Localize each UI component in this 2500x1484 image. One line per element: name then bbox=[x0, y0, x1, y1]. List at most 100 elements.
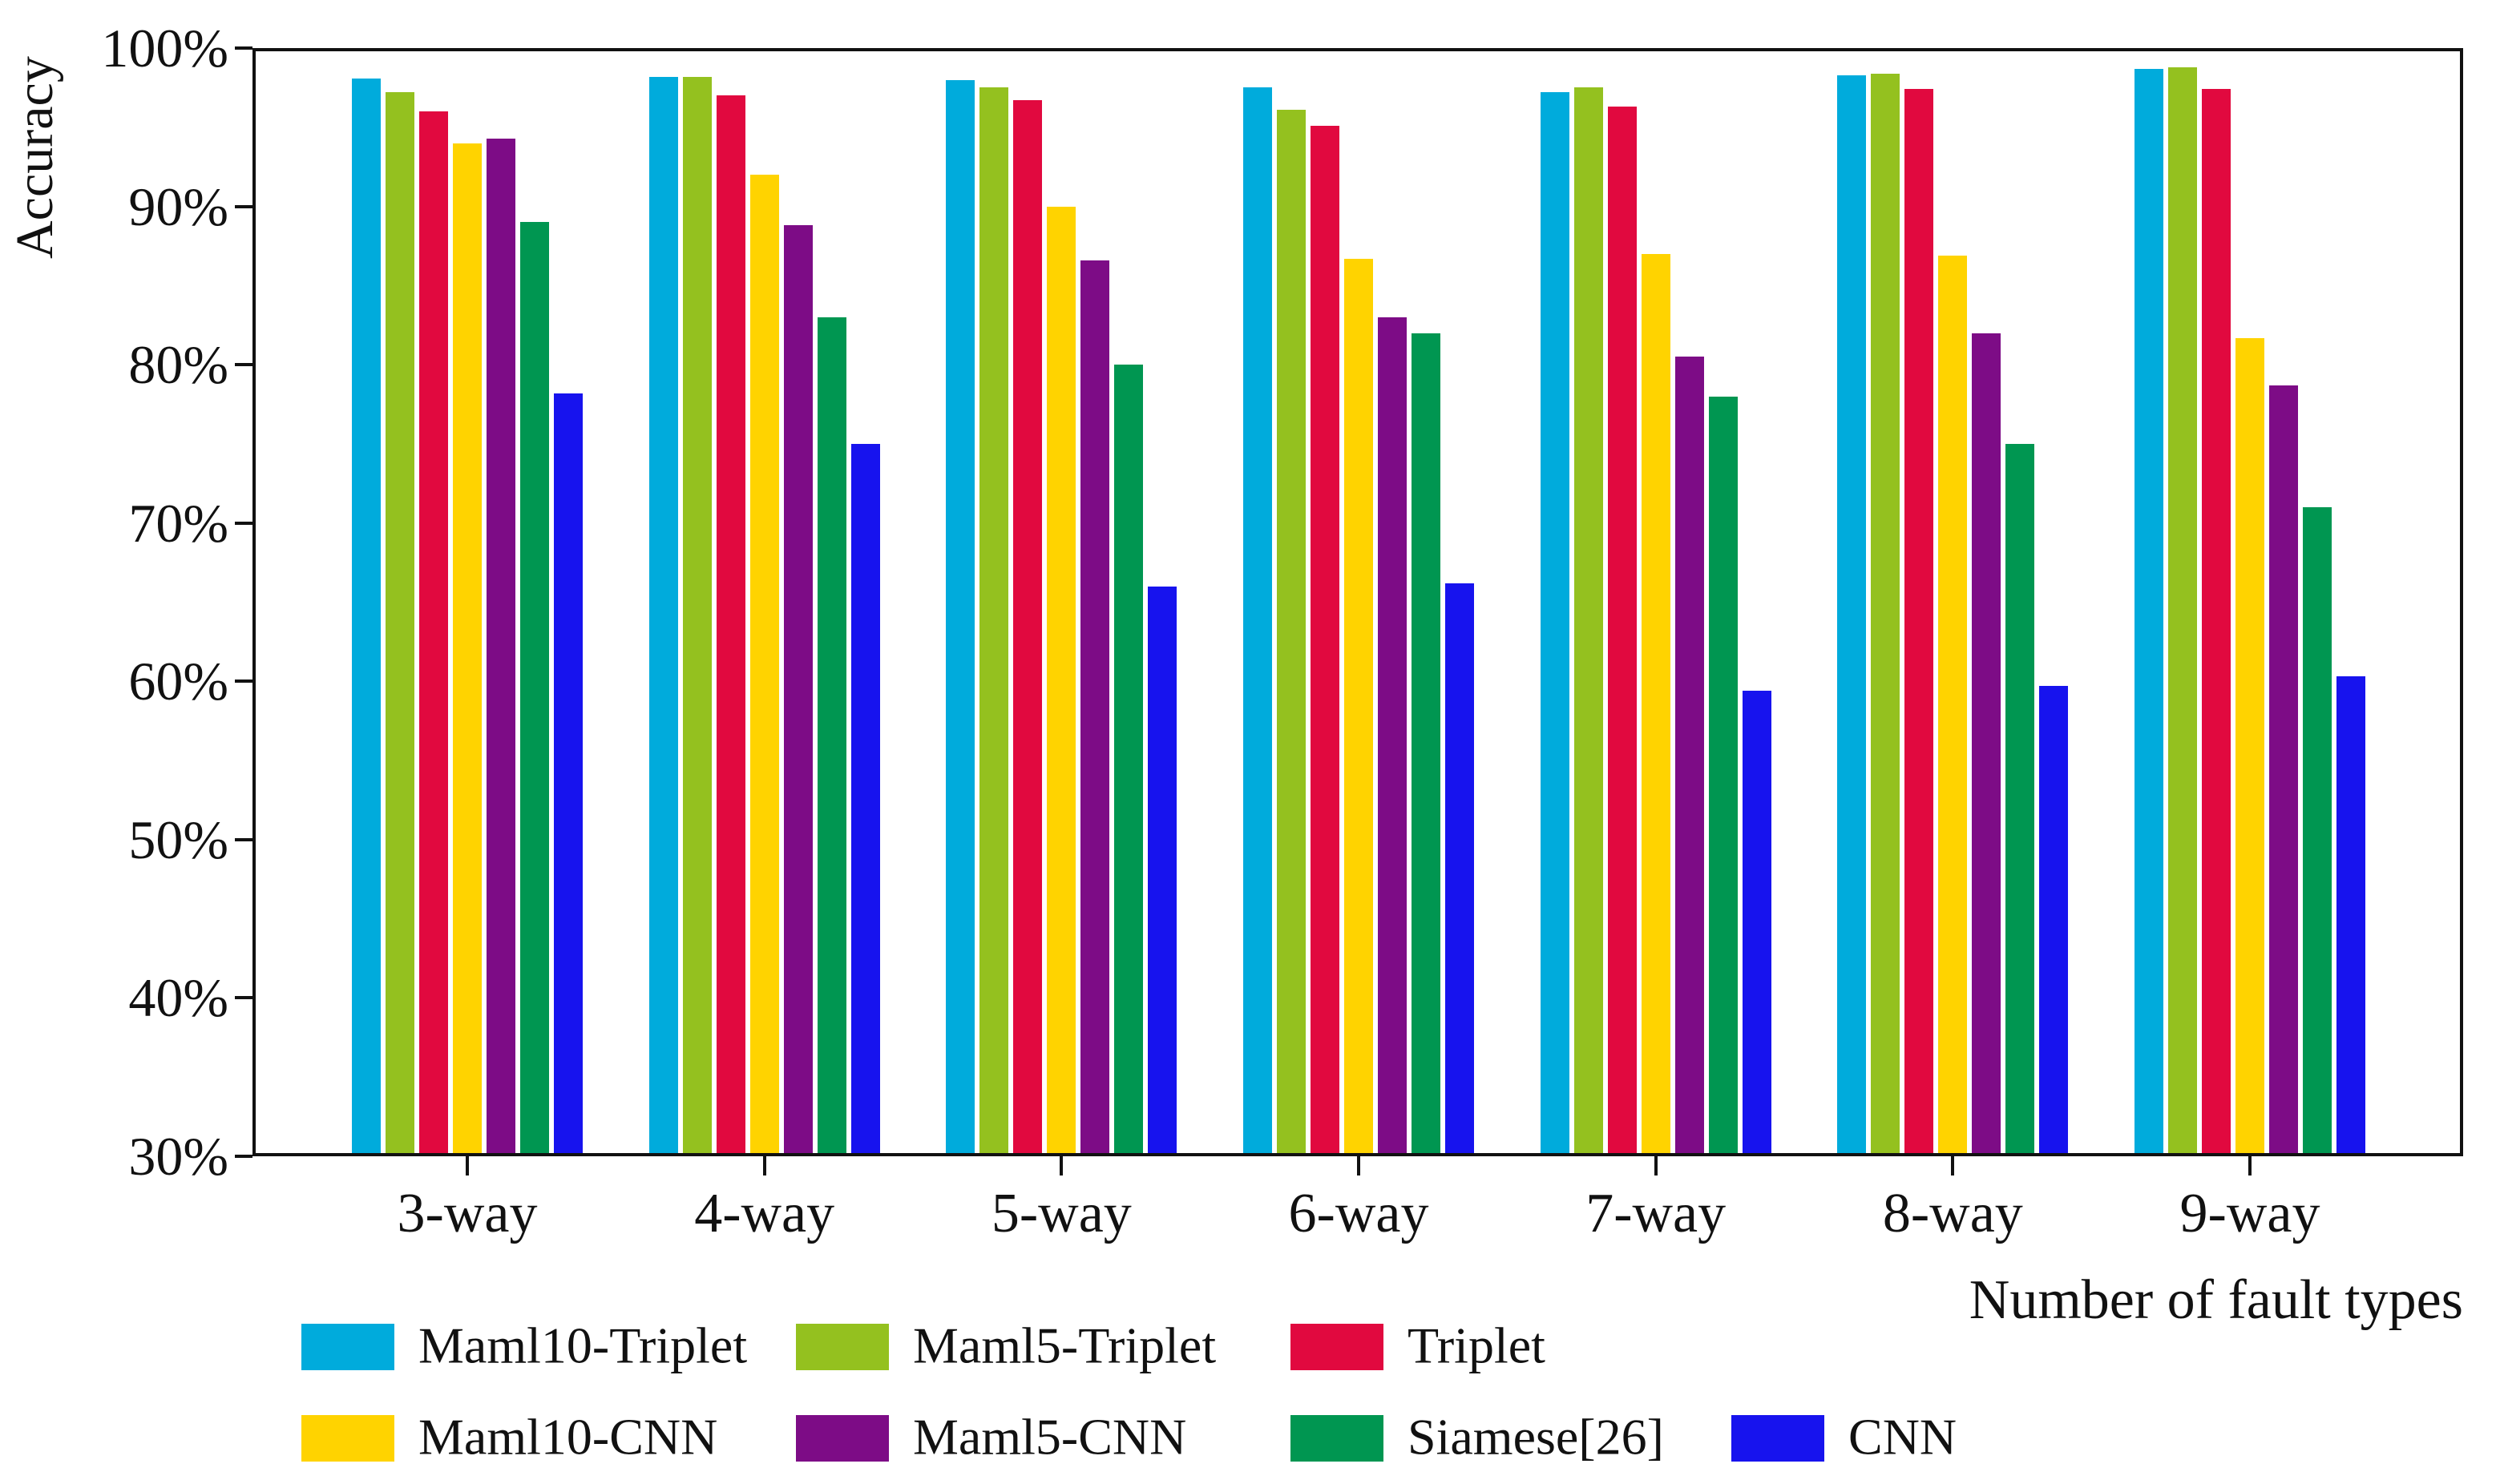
bar-maml10-triplet-6-way bbox=[1243, 87, 1272, 1153]
legend-item-maml10-triplet: Maml10-Triplet bbox=[301, 1317, 782, 1374]
bar-siamese-26--8-way bbox=[2005, 443, 2035, 1153]
y-tick-mark bbox=[235, 1155, 252, 1158]
bar-maml5-cnn-8-way bbox=[1972, 333, 2001, 1153]
y-tick-label: 80% bbox=[128, 334, 228, 396]
bar-maml10-cnn-3-way bbox=[453, 143, 482, 1153]
legend-swatch bbox=[1290, 1324, 1383, 1370]
bar-maml5-cnn-5-way bbox=[1080, 260, 1110, 1153]
x-tick-mark bbox=[466, 1156, 469, 1176]
bar-maml5-triplet-9-way bbox=[2168, 67, 2197, 1153]
bar-triplet-9-way bbox=[2202, 89, 2231, 1153]
x-tick-mark bbox=[1951, 1156, 1955, 1176]
bar-maml10-cnn-5-way bbox=[1047, 206, 1076, 1153]
bar-maml10-cnn-7-way bbox=[1641, 253, 1670, 1153]
y-tick-label: 50% bbox=[128, 809, 228, 870]
y-tick-label: 70% bbox=[128, 492, 228, 554]
legend-swatch bbox=[796, 1324, 889, 1370]
bar-maml5-cnn-7-way bbox=[1674, 357, 1704, 1153]
bar-cnn-4-way bbox=[850, 443, 880, 1153]
legend-item-cnn: CNN bbox=[1731, 1408, 2212, 1466]
bar-maml5-cnn-3-way bbox=[487, 138, 515, 1153]
bar-maml5-triplet-7-way bbox=[1573, 87, 1603, 1153]
x-tick-label-8-way: 8-way bbox=[1882, 1183, 2023, 1244]
bar-maml10-triplet-7-way bbox=[1540, 92, 1569, 1153]
legend-swatch bbox=[1731, 1415, 1824, 1462]
y-tick-label: 60% bbox=[128, 651, 228, 712]
bar-siamese-26--9-way bbox=[2303, 506, 2332, 1153]
bar-siamese-26--3-way bbox=[520, 222, 549, 1153]
legend-item-triplet: Triplet bbox=[1290, 1317, 1771, 1374]
bar-triplet-4-way bbox=[716, 95, 745, 1153]
legend-label: Maml5-Triplet bbox=[913, 1317, 1217, 1374]
x-tick-mark bbox=[1654, 1156, 1658, 1176]
bar-maml10-cnn-6-way bbox=[1344, 258, 1373, 1153]
x-tick-mark bbox=[1357, 1156, 1360, 1176]
x-tick-mark bbox=[762, 1156, 766, 1176]
bar-cnn-3-way bbox=[554, 393, 583, 1153]
bar-maml10-cnn-4-way bbox=[749, 175, 779, 1153]
y-tick-label: 40% bbox=[128, 967, 228, 1029]
x-tick-mark bbox=[1060, 1156, 1064, 1176]
legend-item-siamese-26-: Siamese[26] bbox=[1290, 1408, 1771, 1466]
bar-maml10-triplet-4-way bbox=[648, 76, 678, 1153]
x-tick-label-4-way: 4-way bbox=[694, 1183, 835, 1244]
bar-siamese-26--5-way bbox=[1114, 365, 1144, 1153]
bar-siamese-26--6-way bbox=[1412, 333, 1440, 1153]
y-tick-mark bbox=[235, 679, 252, 684]
bar-maml10-cnn-9-way bbox=[2235, 337, 2264, 1153]
bar-maml5-cnn-4-way bbox=[783, 225, 813, 1153]
legend-label: CNN bbox=[1848, 1408, 1957, 1466]
bar-triplet-6-way bbox=[1311, 125, 1339, 1153]
legend-item-maml5-triplet: Maml5-Triplet bbox=[796, 1317, 1277, 1374]
legend-label: Maml10-Triplet bbox=[418, 1317, 748, 1374]
x-tick-label-6-way: 6-way bbox=[1288, 1183, 1429, 1244]
legend-item-maml5-cnn: Maml5-CNN bbox=[796, 1408, 1277, 1466]
bar-triplet-3-way bbox=[419, 111, 448, 1153]
y-axis-title: Accuracy bbox=[6, 56, 64, 260]
x-tick-mark bbox=[2248, 1156, 2252, 1176]
y-tick-mark bbox=[235, 996, 252, 1000]
bar-cnn-9-way bbox=[2336, 676, 2365, 1153]
x-tick-label-9-way: 9-way bbox=[2179, 1183, 2320, 1244]
x-tick-label-7-way: 7-way bbox=[1585, 1183, 1727, 1244]
y-tick-mark bbox=[235, 204, 252, 208]
y-tick-label: 100% bbox=[101, 18, 228, 79]
y-tick-mark bbox=[235, 521, 252, 525]
bar-maml5-triplet-5-way bbox=[979, 87, 1009, 1153]
legend-label: Maml5-CNN bbox=[913, 1408, 1187, 1466]
bar-maml5-cnn-6-way bbox=[1378, 317, 1407, 1153]
bar-cnn-8-way bbox=[2039, 686, 2069, 1153]
bar-triplet-7-way bbox=[1607, 107, 1637, 1153]
legend-swatch bbox=[1290, 1415, 1383, 1462]
bar-cnn-7-way bbox=[1742, 691, 1771, 1153]
bar-siamese-26--7-way bbox=[1708, 396, 1738, 1153]
bar-maml5-triplet-3-way bbox=[386, 92, 414, 1153]
legend-item-maml10-cnn: Maml10-CNN bbox=[301, 1411, 782, 1462]
x-tick-label-3-way: 3-way bbox=[397, 1183, 538, 1244]
bar-maml5-cnn-9-way bbox=[2269, 385, 2298, 1153]
x-tick-label-5-way: 5-way bbox=[991, 1183, 1132, 1244]
bar-maml10-triplet-9-way bbox=[2134, 68, 2163, 1153]
bar-maml10-triplet-3-way bbox=[352, 78, 381, 1153]
bar-triplet-8-way bbox=[1904, 89, 1934, 1153]
bar-triplet-5-way bbox=[1013, 100, 1043, 1153]
bar-maml5-triplet-4-way bbox=[682, 76, 712, 1153]
bar-maml10-triplet-5-way bbox=[946, 79, 975, 1153]
y-tick-mark bbox=[235, 46, 252, 50]
bar-cnn-5-way bbox=[1148, 586, 1177, 1153]
y-tick-mark bbox=[235, 363, 252, 367]
bar-maml10-triplet-8-way bbox=[1837, 75, 1867, 1153]
legend-label: Siamese[26] bbox=[1408, 1408, 1664, 1466]
y-tick-label: 90% bbox=[128, 175, 228, 237]
legend-label: Triplet bbox=[1408, 1317, 1545, 1374]
bar-maml5-triplet-8-way bbox=[1871, 73, 1900, 1153]
legend-swatch bbox=[301, 1415, 394, 1462]
bar-maml5-triplet-6-way bbox=[1277, 110, 1306, 1153]
legend-swatch bbox=[301, 1324, 394, 1370]
bar-siamese-26--4-way bbox=[817, 317, 846, 1153]
y-tick-mark bbox=[235, 837, 252, 841]
x-axis-title: Number of fault types bbox=[1969, 1269, 2463, 1331]
y-tick-label: 30% bbox=[128, 1126, 228, 1187]
bar-maml10-cnn-8-way bbox=[1938, 255, 1968, 1153]
